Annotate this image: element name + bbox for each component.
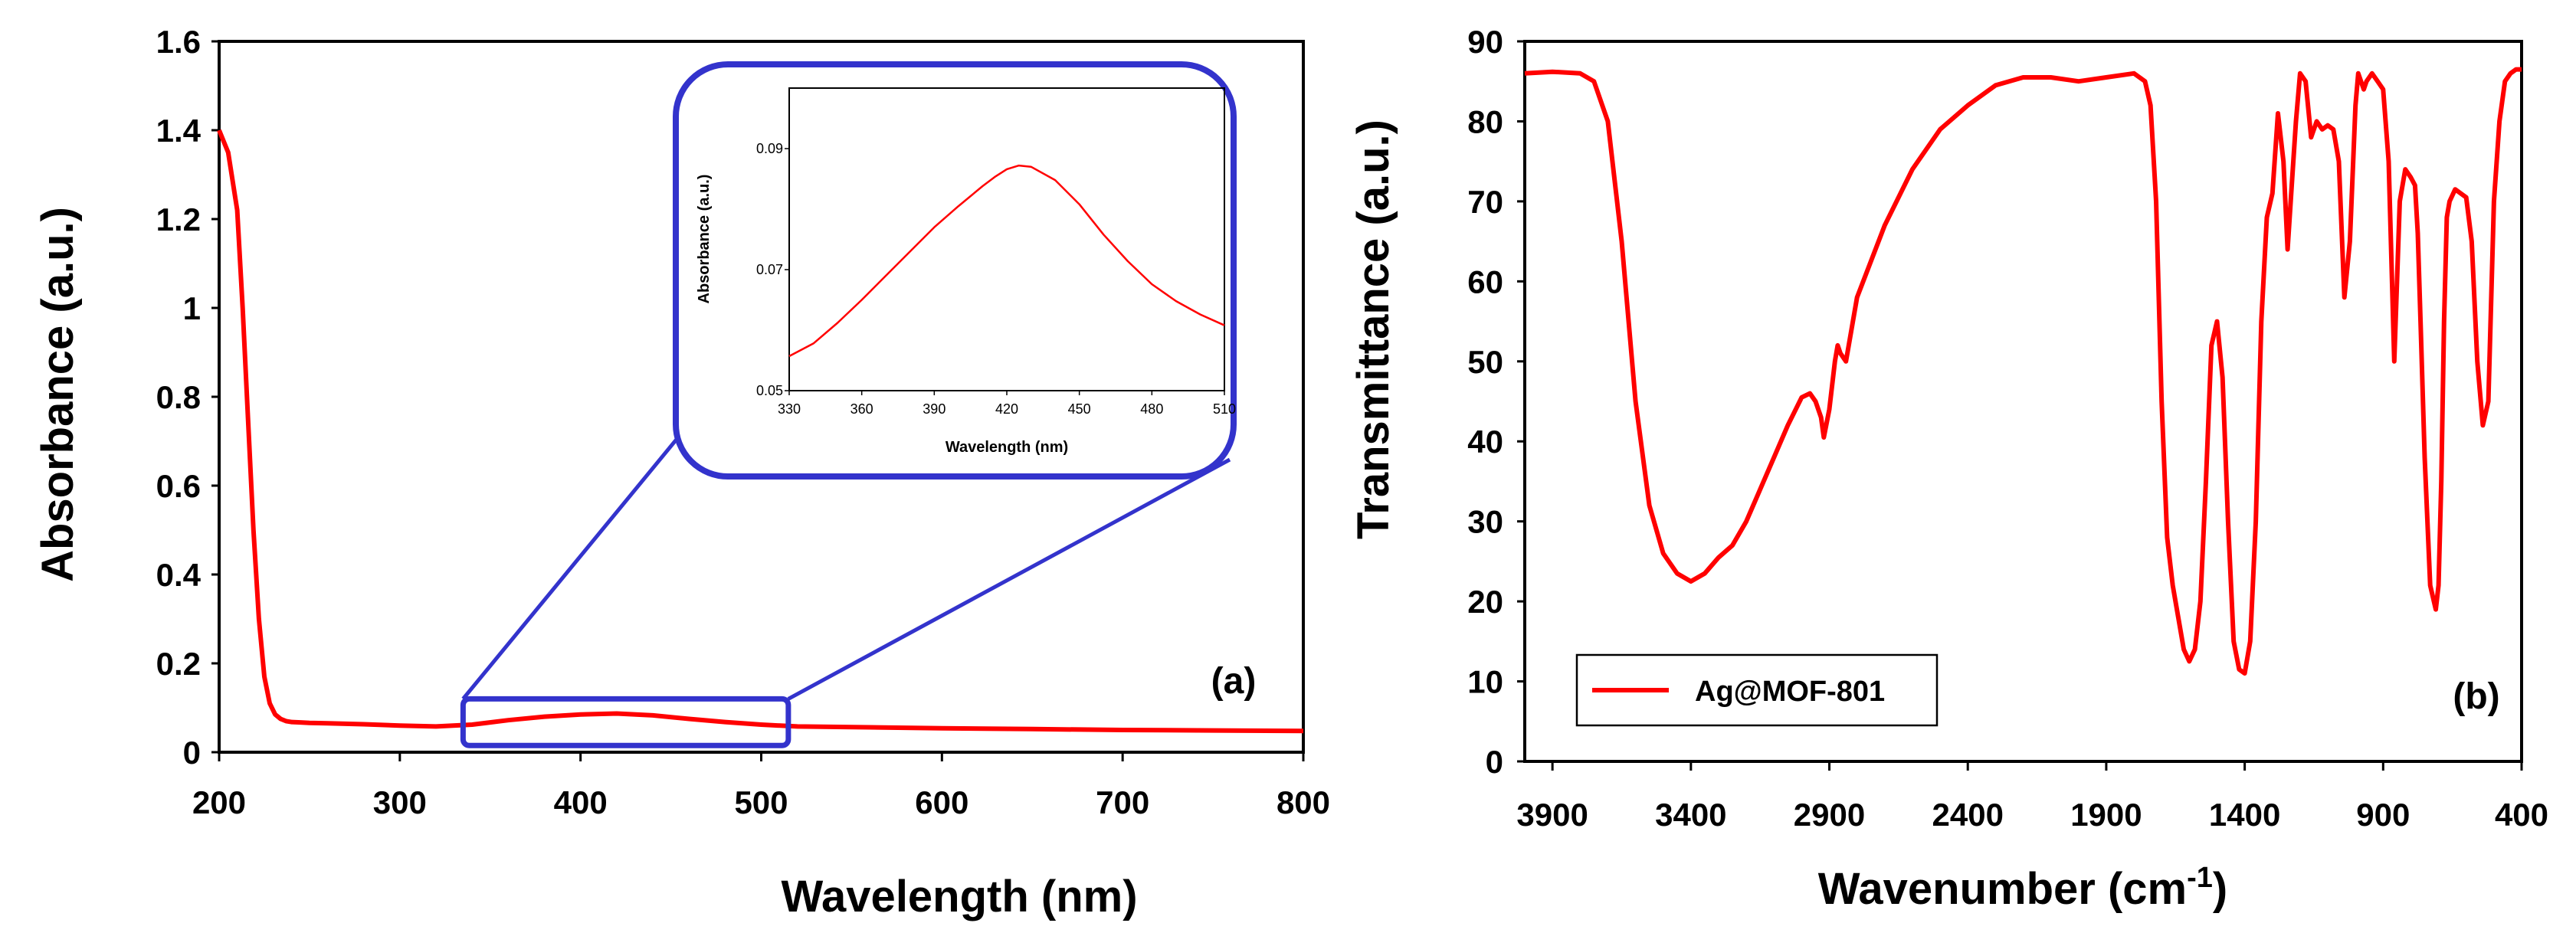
- panel-a-ytick: 0.2: [156, 646, 201, 682]
- inset-xtick: 330: [778, 401, 801, 417]
- panel-b-ytick: 60: [1467, 264, 1503, 300]
- panel-b-xtick: 2900: [1794, 797, 1865, 833]
- inset-series-line: [788, 164, 1225, 358]
- panel-a-ytick: 0.6: [156, 468, 201, 504]
- inset-xtick: 390: [923, 401, 946, 417]
- panel-a-xtick: 200: [192, 784, 246, 820]
- panel-a-xtick: 300: [373, 784, 427, 820]
- inset-xtick: 450: [1068, 401, 1091, 417]
- panel-a-xtick: 700: [1096, 784, 1149, 820]
- panel-b-x-ticks: 3900 3400 2900 2400 1900 1400 900 400: [1516, 761, 2548, 833]
- inset-ytick: 0.07: [756, 262, 783, 277]
- panel-a-x-ticks: 200 300 400 500 600 700 800: [192, 752, 1330, 820]
- legend-label: Ag@MOF-801: [1695, 676, 1885, 708]
- panel-b-ytick: 10: [1467, 664, 1503, 700]
- panel-b-xtick: 400: [2495, 797, 2548, 833]
- panel-b-x-axis-label-sup: -1: [2187, 862, 2213, 894]
- panel-a-label: (a): [1211, 661, 1257, 702]
- inset-xtick: 480: [1140, 401, 1163, 417]
- panel-b-xtick: 900: [2356, 797, 2410, 833]
- panel-a-xtick: 600: [915, 784, 968, 820]
- panel-a-inset: 0.05 0.07 0.09 330 360 390 420 450 480 5…: [673, 61, 1237, 480]
- panel-b-plot-frame: [1523, 40, 2523, 763]
- panel-a-ytick: 1: [183, 290, 201, 326]
- panel-a-zoom-region: [460, 696, 791, 748]
- panel-b-ytick: 20: [1467, 584, 1503, 620]
- panel-a-ytick: 1.6: [156, 24, 201, 60]
- inset-x-ticks: 330 360 390 420 450 480 510: [778, 391, 1236, 417]
- panel-b-xtick: 3400: [1655, 797, 1726, 833]
- panel-a-ytick: 1.4: [156, 113, 202, 149]
- panel-b-y-axis-label: Transmittance (a.u.): [1349, 119, 1398, 539]
- panel-a-zoom-connector-left: [461, 431, 683, 700]
- panel-a-uv-vis: 0 0.2 0.4 0.6 0.8 1 1.2 1.4 1.6 200 300 …: [33, 24, 1330, 921]
- panel-b-ytick: 70: [1467, 184, 1503, 220]
- panel-b-label: (b): [2453, 676, 2499, 717]
- panel-b-ytick: 50: [1467, 344, 1503, 380]
- panel-a-xtick: 400: [554, 784, 608, 820]
- panel-a-xtick: 800: [1277, 784, 1330, 820]
- panel-b-y-ticks: 0 10 20 30 40 50 60 70 80 90: [1467, 24, 1525, 780]
- panel-b-ytick: 90: [1467, 24, 1503, 60]
- panel-a-ytick: 0.8: [156, 379, 201, 415]
- panel-b-ftir: 0 10 20 30 40 50 60 70 80 90 3900 3400 2…: [1349, 24, 2548, 914]
- panel-a-xtick: 500: [734, 784, 788, 820]
- inset-frame: [673, 61, 1237, 480]
- panel-b-xtick: 1400: [2209, 797, 2280, 833]
- panel-a-y-axis-label: Absorbance (a.u.): [33, 207, 83, 582]
- panel-a-zoom-connector-right: [787, 457, 1231, 701]
- panel-b-ytick: 40: [1467, 424, 1503, 460]
- inset-xtick: 420: [995, 401, 1018, 417]
- inset-ytick: 0.05: [756, 383, 783, 398]
- panel-a-y-ticks: 0 0.2 0.4 0.6 0.8 1 1.2 1.4 1.6: [156, 24, 219, 771]
- panel-a-x-axis-label: Wavelength (nm): [781, 872, 1137, 921]
- panel-b-xtick: 3900: [1516, 797, 1588, 833]
- panel-a-ytick: 1.2: [156, 201, 201, 237]
- panel-b-x-axis-label-end: ): [2213, 864, 2227, 914]
- inset-xtick: 510: [1213, 401, 1236, 417]
- panel-b-xtick: 2400: [1932, 797, 2004, 833]
- inset-x-axis-label: Wavelength (nm): [946, 439, 1068, 456]
- panel-a-ytick: 0.4: [156, 557, 202, 593]
- inset-y-ticks: 0.05 0.07 0.09: [756, 141, 789, 398]
- inset-ytick: 0.09: [756, 141, 783, 156]
- panel-b-legend: Ag@MOF-801: [1575, 653, 1939, 727]
- panel-b-ytick: 80: [1467, 103, 1503, 139]
- inset-y-axis-label: Absorbance (a.u.): [696, 175, 713, 304]
- panel-b-series-line: [1524, 67, 2522, 676]
- panel-a-series-line: [217, 129, 1304, 734]
- panel-b-xtick: 1900: [2070, 797, 2142, 833]
- panel-b-ytick: 0: [1486, 744, 1503, 780]
- panel-a-ytick: 0: [183, 735, 201, 771]
- panel-b-x-axis-label: Wavenumber (cm-1): [1818, 862, 2227, 914]
- panel-b-x-axis-label-main: Wavenumber (cm: [1818, 864, 2187, 914]
- panel-b-ytick: 30: [1467, 504, 1503, 540]
- inset-xtick: 360: [850, 401, 873, 417]
